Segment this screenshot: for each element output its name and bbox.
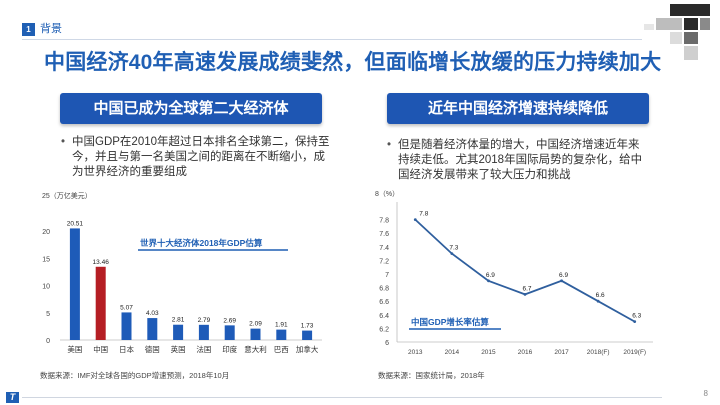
bar-category-label: 法国 <box>196 344 211 354</box>
growth-series-line <box>414 218 636 323</box>
line-point-1 <box>450 252 454 255</box>
bar-value-label: 2.81 <box>172 317 185 324</box>
gdp-bar-chart: 25（万亿美元） 0 5 10 15 20 20.51 美国 13.46 中国 5.07 日本 4.03… <box>42 191 322 354</box>
line-point-3 <box>523 293 527 296</box>
line-point-5 <box>596 299 600 303</box>
bar-category-label: 美国 <box>67 344 82 354</box>
line-point-6 <box>633 320 637 323</box>
line-value-label: 7.3 <box>449 245 458 252</box>
left-panel-header: 中国已成为全球第二大经济体 <box>60 93 322 124</box>
bar-category-label: 德国 <box>145 344 160 354</box>
right-bullet: • 但是随着经济体量的增大，中国经济增速近年来持续走低。尤其2018年国际局势的… <box>387 138 648 183</box>
bar-4 <box>173 324 184 340</box>
line-x-label: 2017 <box>554 349 569 356</box>
bar-category-label: 中国 <box>93 344 108 354</box>
line-ytick-label: 6 <box>385 340 389 347</box>
line-x-label: 2014 <box>445 349 460 356</box>
page-number: 8 <box>703 389 708 398</box>
bar-value-label: 2.79 <box>198 317 211 324</box>
brand-logo-icon <box>644 4 710 60</box>
bar-9 <box>302 330 313 340</box>
line-value-label: 6.3 <box>632 313 641 320</box>
line-ytick-label: 6.8 <box>379 286 389 293</box>
bar-6 <box>224 325 235 340</box>
line-value-label: 6.6 <box>596 292 605 299</box>
bar-category-label: 日本 <box>119 344 134 354</box>
footer-logo-icon: T <box>6 392 19 403</box>
growth-line-chart: 8（%） 6 6.2 6.4 6.6 6.8 7 7.2 7.4 7.6 7.8 7.8 2013 7.3… <box>375 190 653 356</box>
bar-category-label: 巴西 <box>274 345 289 354</box>
bar-category-label: 英国 <box>171 344 186 354</box>
bar-0 <box>69 228 80 340</box>
line-value-label: 7.8 <box>419 211 428 218</box>
line-x-label: 2013 <box>408 349 423 356</box>
section-divider <box>22 39 642 40</box>
bar-ytick-label: 15 <box>42 256 50 263</box>
line-ytick-label: 7.4 <box>379 245 389 252</box>
line-ytick-label: 6.6 <box>379 299 389 306</box>
bar-ytick-label: 0 <box>46 338 50 345</box>
line-x-label: 2016 <box>518 349 533 356</box>
bar-value-label: 20.51 <box>67 220 84 227</box>
right-source-note: 数据来源：国家统计局，2018年 <box>378 371 485 380</box>
line-x-label: 2015 <box>481 349 496 356</box>
bar-unit-label: 25（万亿美元） <box>42 191 92 200</box>
bar-1 <box>95 266 106 340</box>
bar-value-label: 5.07 <box>120 304 133 311</box>
bar-value-label: 1.91 <box>275 322 288 329</box>
bar-category-label: 加拿大 <box>296 344 319 354</box>
line-ytick-label: 7.8 <box>379 218 389 225</box>
section-label: 背景 <box>40 23 62 35</box>
line-x-label: 2019(F) <box>623 349 646 356</box>
bar-ytick-label: 20 <box>42 229 50 236</box>
line-annotation: 中国GDP增长率估算 <box>411 317 489 327</box>
line-value-label: 6.7 <box>522 285 531 292</box>
bar-value-label: 1.73 <box>301 323 314 330</box>
line-point-0 <box>413 218 417 221</box>
bar-annotation: 世界十大经济体2018年GDP估算 <box>140 238 263 248</box>
line-value-label: 6.9 <box>559 272 568 279</box>
bar-ytick-label: 10 <box>42 284 50 291</box>
line-ytick-label: 7 <box>385 272 389 279</box>
bar-7 <box>250 328 261 340</box>
right-panel-header: 近年中国经济增速持续降低 <box>387 93 649 124</box>
bar-value-label: 4.03 <box>146 310 159 317</box>
line-point-4 <box>560 279 563 283</box>
bullet-dot-icon: • <box>61 136 66 148</box>
bar-8 <box>276 329 287 340</box>
bar-2 <box>121 312 132 340</box>
bar-5 <box>198 324 209 340</box>
bullet-dot-icon: • <box>387 139 392 151</box>
line-ytick-label: 6.4 <box>379 313 389 320</box>
line-value-label: 6.9 <box>486 272 495 279</box>
bar-ytick-label: 5 <box>46 311 50 318</box>
line-point-2 <box>487 279 490 283</box>
bar-value-label: 13.46 <box>93 259 110 266</box>
left-source-note: 数据来源：IMF对全球各国的GDP增速预测，2018年10月 <box>40 371 230 380</box>
left-bullet: • 中国GDP在2010年超过日本排名全球第二，保持至今，并且与第一名美国之间的… <box>61 135 332 180</box>
section-number-badge: 1 <box>22 23 35 36</box>
left-bullet-text: 中国GDP在2010年超过日本排名全球第二，保持至今，并且与第一名美国之间的距离… <box>72 136 330 178</box>
line-x-label: 2018(F) <box>587 349 610 356</box>
bar-category-label: 意大利 <box>244 344 267 354</box>
bar-3 <box>147 318 158 340</box>
bar-value-label: 2.09 <box>249 321 262 328</box>
page-title: 中国经济40年高速发展成绩斐然，但面临增长放缓的压力持续加大 <box>44 51 662 74</box>
line-ytick-label: 7.6 <box>379 231 389 238</box>
line-unit-label: 8（%） <box>375 190 399 198</box>
bar-category-label: 印度 <box>222 344 237 354</box>
line-ytick-label: 6.2 <box>379 326 389 333</box>
bar-value-label: 2.69 <box>223 317 236 324</box>
right-bullet-text: 但是随着经济体量的增大，中国经济增速近年来持续走低。尤其2018年国际局势的复杂… <box>398 139 643 181</box>
line-ytick-label: 7.2 <box>379 258 389 265</box>
footer-divider <box>22 397 662 398</box>
